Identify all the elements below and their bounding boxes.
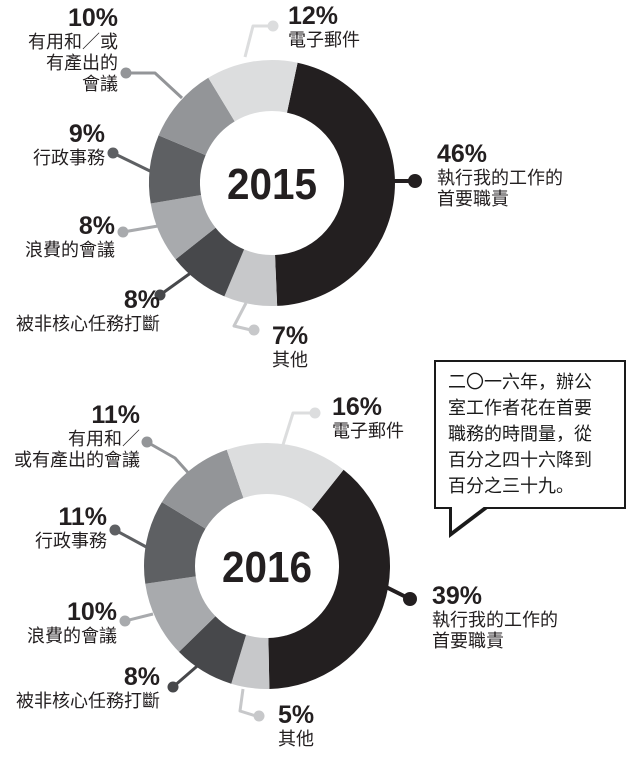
- leader-dot-2016-email: [309, 407, 321, 419]
- segment-caption: 或有產出的會議: [14, 449, 140, 470]
- donut-2015-slice-admin: [148, 135, 206, 204]
- label-2015-useful-meetings: 10% 有用和／或 有產出的 會議: [28, 4, 118, 95]
- leader-2016-email: [280, 411, 313, 449]
- callout-line: 百分之四十六降到: [448, 450, 592, 471]
- segment-caption: 首要職責: [432, 630, 504, 651]
- donut-2016-slice-other: [231, 634, 270, 690]
- donut-2016-slice-admin: [144, 502, 206, 584]
- segment-caption: 電子郵件: [332, 420, 404, 441]
- callout-line: 職務的時間量，從: [448, 424, 592, 445]
- label-2016-interrupted: 8% 被非核心任務打斷: [16, 663, 160, 712]
- leader-dot-2016-wasted: [119, 615, 131, 627]
- segment-caption: 有用和／: [68, 428, 140, 449]
- label-2015-interrupted: 8% 被非核心任務打斷: [16, 286, 160, 335]
- segment-caption: 浪費的會議: [25, 239, 115, 260]
- segment-caption: 行政事務: [35, 530, 107, 551]
- segment-caption: 執行我的工作的: [437, 167, 563, 188]
- leader-dot-2015-wasted: [117, 226, 129, 238]
- donut-2016-slice-useful: [161, 449, 244, 529]
- label-2015-email: 12% 電子郵件: [288, 2, 360, 51]
- leader-dot-2015-primary: [408, 174, 422, 188]
- label-2016-email: 16% 電子郵件: [332, 393, 404, 442]
- percent-value: 46%: [437, 140, 488, 168]
- segment-caption: 會議: [82, 73, 118, 94]
- percent-value: 39%: [432, 582, 483, 610]
- segment-caption: 其他: [278, 728, 314, 749]
- leader-dot-2015-interrupted: [154, 289, 166, 301]
- donut-2015-slice-interrupted: [175, 227, 245, 297]
- donut-2015-slice-email: [208, 60, 298, 122]
- percent-value: 8%: [78, 212, 115, 240]
- leader-2015-email: [243, 24, 271, 58]
- segment-caption: 首要職責: [437, 188, 509, 209]
- donut-2015-slice-useful: [158, 77, 235, 156]
- segment-caption: 被非核心任務打斷: [16, 690, 160, 711]
- label-2015-other: 7% 其他: [272, 322, 309, 371]
- percent-value: 16%: [332, 393, 383, 421]
- donut-2015-slice-wasted: [150, 195, 216, 260]
- segment-caption: 有產出的: [46, 52, 118, 73]
- label-2015-wasted-meetings: 8% 浪費的會議: [25, 212, 115, 261]
- segment-caption: 有用和／或: [28, 31, 118, 52]
- leader-2016-useful: [146, 440, 194, 479]
- label-2016-primary-duties: 39% 執行我的工作的 首要職責: [432, 582, 558, 652]
- leader-dot-2016-useful: [141, 436, 153, 448]
- leader-2015-wasted: [122, 224, 159, 234]
- leader-dot-2015-admin: [107, 147, 119, 159]
- donut-2015-slice-primary: [275, 62, 395, 306]
- callout-line: 二〇一六年，辦公: [448, 372, 592, 392]
- segment-caption: 行政事務: [33, 147, 105, 168]
- percent-value: 7%: [272, 322, 309, 350]
- segment-caption: 電子郵件: [288, 29, 360, 50]
- donut-2016-slice-wasted: [145, 576, 216, 652]
- leader-2015-useful: [126, 71, 184, 100]
- leader-2016-admin: [114, 528, 151, 551]
- leader-dot-2016-interrupted: [167, 681, 179, 693]
- percent-value: 10%: [67, 4, 118, 32]
- segment-caption: 其他: [272, 349, 308, 370]
- donut-2015-center-year: 2015: [226, 160, 318, 209]
- segment-caption: 執行我的工作的: [432, 609, 558, 630]
- percent-value: 12%: [288, 2, 339, 30]
- label-2016-useful-meetings: 11% 有用和／ 或有產出的會議: [14, 401, 140, 471]
- leader-2015-admin: [112, 151, 153, 174]
- percent-value: 8%: [123, 286, 160, 314]
- label-2015-admin: 9% 行政事務: [33, 120, 105, 169]
- segment-caption: 被非核心任務打斷: [16, 313, 160, 334]
- leader-2016-other: [238, 688, 257, 718]
- leader-2015-other: [232, 302, 252, 332]
- label-2016-other: 5% 其他: [278, 701, 315, 750]
- leader-2015-interrupted: [159, 270, 193, 297]
- donut-2016-slice-email: [226, 442, 344, 510]
- label-2016-admin: 11% 行政事務: [35, 503, 107, 552]
- leader-dot-2015-useful: [120, 67, 132, 79]
- callout-line: 室工作者花在首要: [448, 398, 592, 419]
- leader-dot-2016-admin: [109, 524, 121, 536]
- percent-value: 8%: [123, 663, 160, 691]
- leader-dot-2016-other: [253, 710, 265, 722]
- label-2015-primary-duties: 46% 執行我的工作的 首要職責: [437, 140, 563, 210]
- donut-2016-slice-primary: [268, 469, 391, 689]
- callout-note: 二〇一六年，辦公 室工作者花在首要 職務的時間量，從 百分之四十六降到 百分之三…: [434, 360, 626, 540]
- segment-caption: 浪費的會議: [27, 625, 117, 646]
- percent-value: 11%: [58, 503, 107, 531]
- percent-value: 5%: [278, 701, 315, 729]
- leader-dot-2015-email: [267, 20, 279, 32]
- percent-value: 9%: [68, 120, 105, 148]
- donut-2016-center-year: 2016: [221, 543, 313, 592]
- leader-dot-2016-primary: [403, 592, 417, 606]
- donut-2015-slice-other: [224, 249, 278, 306]
- label-2016-wasted-meetings: 10% 浪費的會議: [27, 598, 117, 647]
- leader-dot-2015-other: [248, 324, 260, 336]
- donut-2016-slice-interrupted: [178, 616, 247, 684]
- callout-line: 百分之三十九。: [448, 476, 574, 497]
- percent-value: 11%: [91, 401, 140, 429]
- percent-value: 10%: [66, 598, 117, 626]
